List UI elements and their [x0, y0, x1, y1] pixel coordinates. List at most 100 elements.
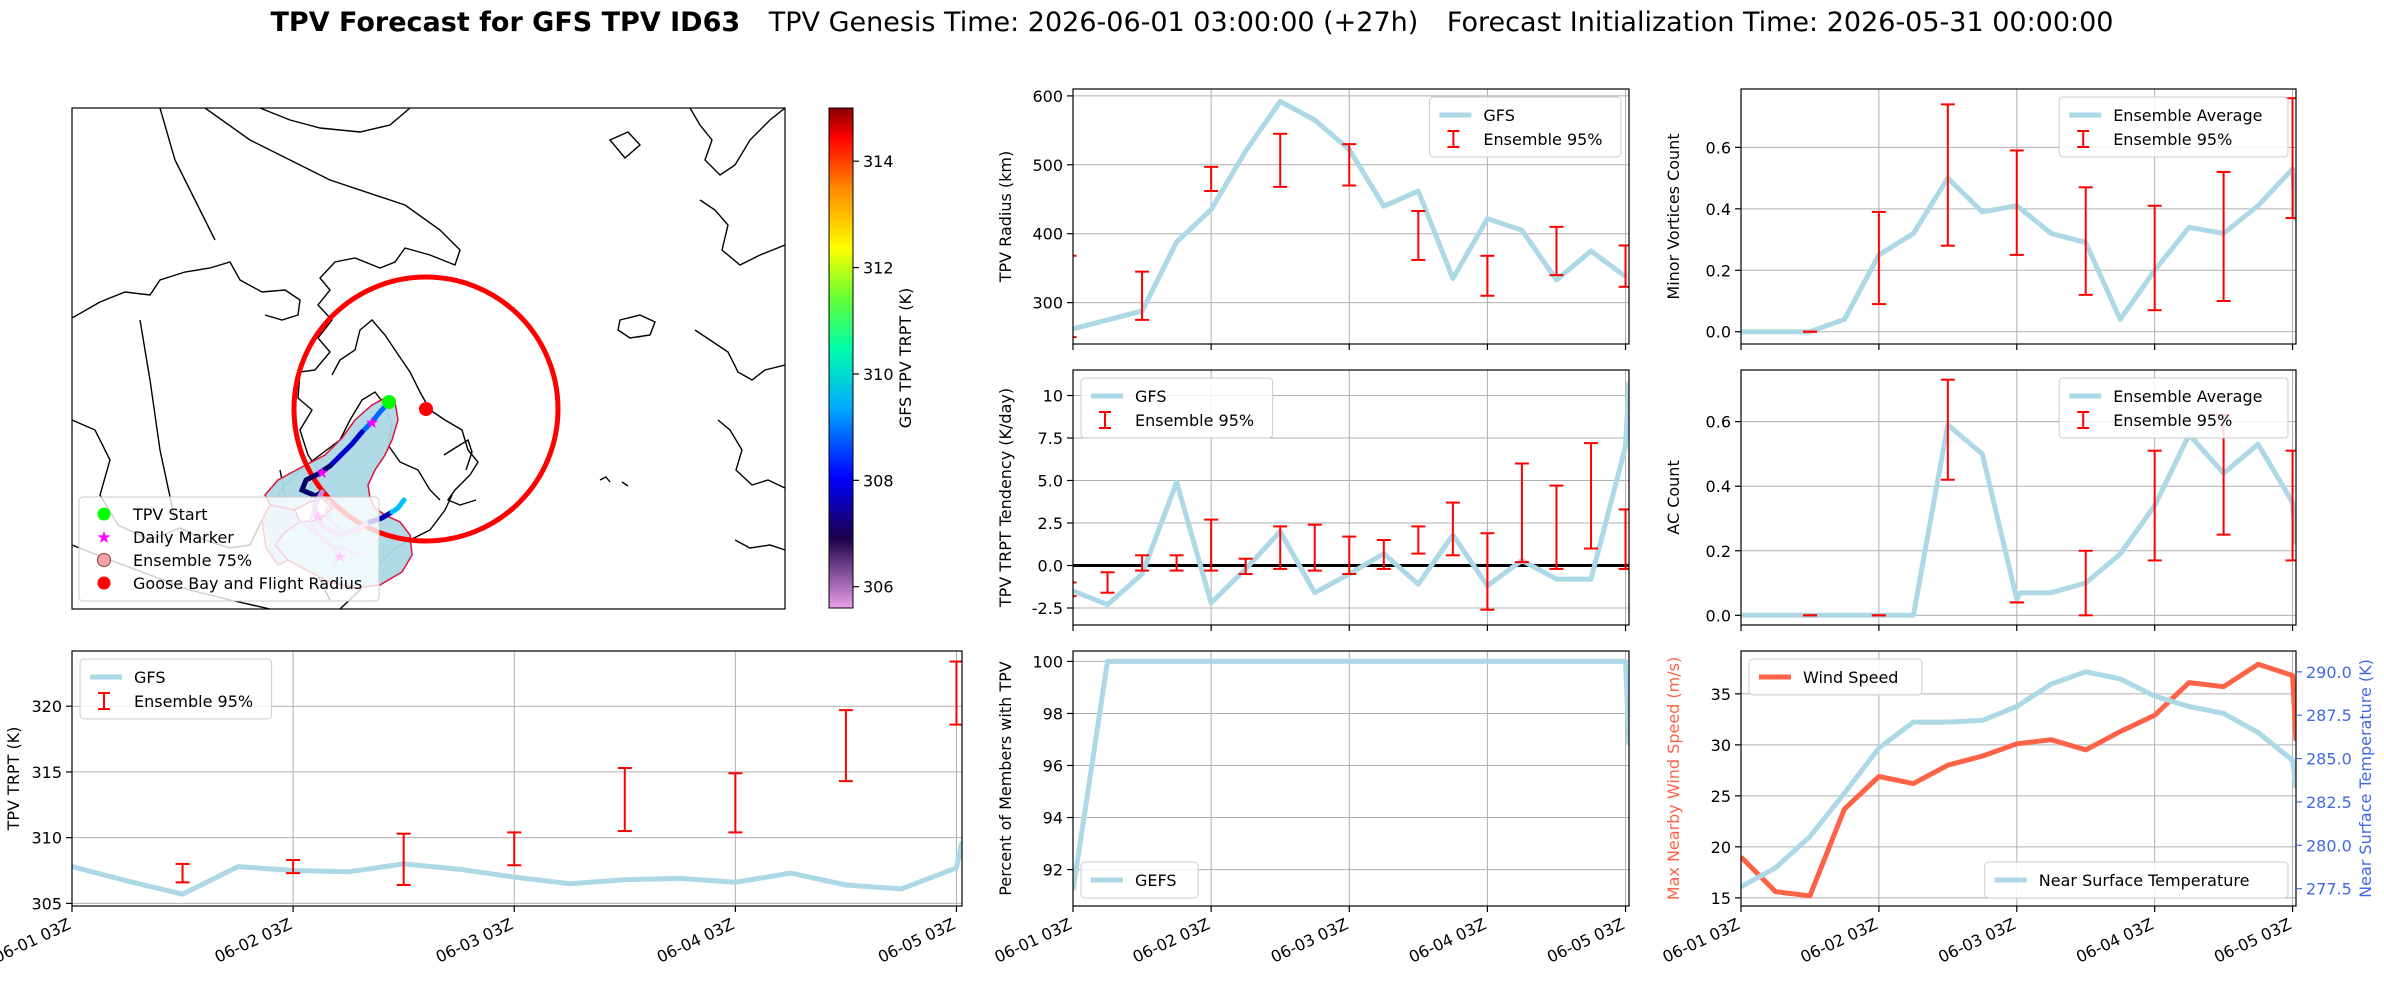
y-tick-label: 0.0 [1038, 557, 1063, 576]
y-tick-label: 92 [1043, 861, 1063, 880]
y-right-axis-label: Near Surface Temperature (K) [2356, 659, 2375, 898]
y-tick-label: 0.0 [1706, 323, 1731, 342]
y-tick-label: 500 [1032, 156, 1063, 175]
legend-box [1428, 96, 1622, 158]
map-legend-box [78, 496, 380, 602]
y-axis-label: Minor Vortices Count [1664, 133, 1683, 299]
legend: Near Surface Temperature [1984, 861, 2289, 899]
y-tick-label: 0.0 [1706, 606, 1731, 625]
x-tick-label: 06-03 03Z [1935, 914, 2018, 966]
legend-label: GEFS [1135, 871, 1177, 890]
y-right-tick-label: 282.5 [2306, 793, 2352, 812]
x-tick-label: 06-02 03Z [1130, 914, 1213, 966]
legend-marker-ensemble75 [97, 553, 111, 567]
chart-minor: 0.0 0.2 0.4 0.6 Minor Vortices Count Ensemble… [1664, 88, 2297, 350]
legend-box [1748, 658, 1923, 696]
axes-frame [1740, 369, 2297, 626]
legend: GFS Ensemble 95% [1428, 96, 1622, 158]
series-line-near-surface-temperature [1741, 669, 2296, 890]
x-tick-label: 06-05 03Z [875, 914, 958, 966]
x-tick-label: 06-01 03Z [992, 914, 1075, 966]
legend-label: Wind Speed [1803, 668, 1898, 687]
x-tick-label: 06-01 03Z [1660, 914, 1743, 966]
y-axis-label: Percent of Members with TPV [996, 661, 1015, 895]
coastline-europe [689, 108, 785, 551]
y-tick-label: 2.5 [1038, 514, 1063, 533]
track-segment [327, 429, 365, 469]
chart-radius: 300 400 500 600 TPV Radius (km) GFS Ensemble 9… [996, 87, 1630, 350]
legend: Ensemble Average Ensemble 95% [2058, 377, 2289, 439]
colorbar-tick-label: 314 [863, 152, 894, 171]
y-right-tick-label: 285.0 [2306, 750, 2352, 769]
y-tick-label: 315 [31, 763, 62, 782]
legend: Wind Speed [1748, 658, 1923, 696]
y-right-tick-label: 290.0 [2306, 663, 2352, 682]
legend-label: GFS [1135, 387, 1166, 406]
legend-label: Ensemble 95% [1483, 130, 1602, 149]
y-tick-label: 100 [1032, 652, 1063, 671]
axes-frame [1072, 88, 1630, 345]
y-tick-label: 0.6 [1706, 138, 1731, 157]
y-tick-label: 7.5 [1038, 429, 1063, 448]
y-tick-label: 0.6 [1706, 413, 1731, 432]
x-tick-label: 06-04 03Z [654, 914, 737, 966]
tpv-start-marker [382, 395, 396, 409]
chart-trpt: 305 310 315 320 TPV TRPT (K) 06-01 03Z 06-02 0… [0, 650, 963, 967]
series-line-gfs [72, 841, 962, 897]
legend-marker-daily: ★ [96, 528, 111, 548]
chart-wind: 15 20 25 30 35 Max Nearby Wind Speed (m/s) 277… [1660, 650, 2375, 967]
plot-area [1073, 381, 1629, 611]
legend-box [1984, 861, 2289, 899]
legend-marker-tpv-start [97, 507, 111, 521]
legend: GFS Ensemble 95% [1080, 377, 1274, 439]
y-tick-label: 10 [1043, 387, 1063, 406]
track-segment [389, 497, 407, 515]
plot-area [1073, 98, 1629, 339]
x-tick-label: 06-05 03Z [1544, 914, 1627, 966]
y-tick-label: 15 [1711, 889, 1731, 908]
y-tick-label: 0.2 [1706, 542, 1731, 561]
y-tick-label: 94 [1043, 809, 1063, 828]
colorbar-tick-label: 306 [863, 578, 894, 597]
series-line-ensemble-average [1741, 422, 2296, 618]
legend-label: Ensemble 95% [1135, 411, 1254, 430]
y-tick-label: 30 [1711, 736, 1731, 755]
track-segment [298, 463, 333, 499]
y-tick-label: 5.0 [1038, 472, 1063, 491]
x-tick-label: 06-02 03Z [1797, 914, 1880, 966]
y-tick-label: 320 [31, 697, 62, 716]
coastline-arctic-islands [72, 108, 411, 321]
islands-scattered [599, 476, 629, 487]
legend-box [1080, 861, 1199, 899]
legend-box [2058, 96, 2289, 158]
y-axis-label: TPV TRPT (K) [4, 727, 23, 832]
plot-area [1073, 658, 1629, 891]
plot-area [1741, 661, 2296, 899]
y-tick-label: 300 [1032, 294, 1063, 313]
legend: Ensemble Average Ensemble 95% [2058, 96, 2289, 158]
colorbar-tick-label: 308 [863, 471, 894, 490]
legend: GFS Ensemble 95% [79, 658, 273, 720]
x-tick-label: 06-04 03Z [2073, 914, 2156, 966]
y-tick-label: 400 [1032, 225, 1063, 244]
colorbar-tick-label: 310 [863, 365, 894, 384]
y-right-tick-label: 277.5 [2306, 880, 2352, 899]
flight-radius-circle [291, 274, 561, 544]
map-panel: ★ ★ ★ ★ TPV Start ★ Daily Marker Ensembl… [71, 107, 915, 610]
errorbars-minor [1802, 97, 2296, 333]
coastline-newfoundland [443, 438, 473, 471]
y-tick-label: 0.4 [1706, 200, 1731, 219]
axes-frame [1740, 88, 2297, 345]
colorbar-ticks: 306 308 310 312 314 [853, 152, 894, 597]
series-line-gfs [1073, 381, 1629, 608]
daily-marker-star: ★ [365, 413, 379, 432]
coastline-iceland [617, 314, 656, 339]
colorbar [828, 107, 854, 609]
chart-tendency: -2.5 0.0 2.5 5.0 7.5 10 TPV TRPT Tendency (K/d… [996, 369, 1630, 631]
axes-frame [1072, 369, 1630, 626]
colorbar-tick-label: 312 [863, 259, 894, 278]
x-tick-label: 06-04 03Z [1406, 914, 1489, 966]
y-tick-label: 305 [31, 894, 62, 913]
